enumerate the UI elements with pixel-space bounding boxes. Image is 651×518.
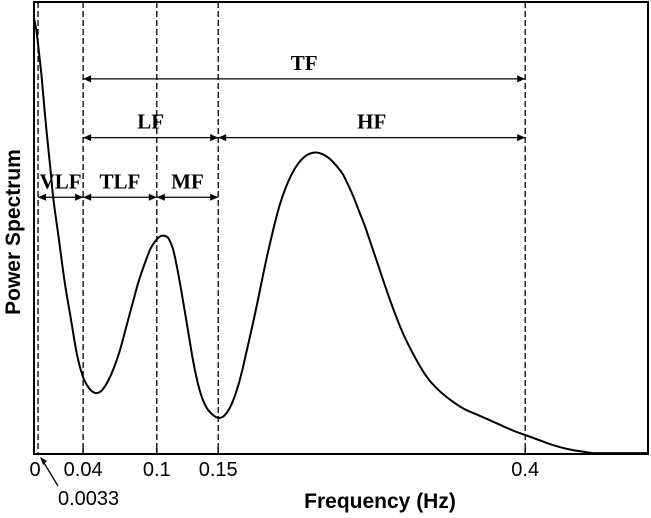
arrowhead-right-lf: [210, 134, 219, 142]
arrowhead-left-tlf: [83, 193, 92, 201]
power-spectrum-curve: [33, 17, 648, 455]
band-label-hf: HF: [357, 110, 386, 134]
arrowhead-right-hf: [517, 134, 526, 142]
arrowhead-left-lf: [83, 134, 92, 142]
annotation-arrowhead: [40, 457, 48, 465]
x-tick-label: 0: [29, 459, 40, 481]
band-label-lf: LF: [137, 110, 164, 134]
x-axis-label: Frequency (Hz): [304, 490, 456, 513]
band-label-tlf: TLF: [100, 169, 141, 193]
arrowhead-left-tf: [83, 75, 92, 83]
arrowhead-right-tf: [517, 75, 526, 83]
annotation: 0.0033: [40, 457, 119, 510]
x-tick-label: 0.4: [511, 459, 539, 481]
band-label-mf: MF: [171, 169, 204, 193]
arrowhead-right-mf: [210, 193, 219, 201]
arrowhead-right-tlf: [148, 193, 157, 201]
x-tick-label: 0.1: [143, 459, 171, 481]
curve-layer: [33, 17, 648, 455]
arrowhead-right-vlf: [75, 193, 84, 201]
band-label-vlf: VLF: [40, 169, 82, 193]
band-label-tf: TF: [291, 51, 318, 75]
plot-frame: [33, 1, 649, 455]
annotation-label: 0.0033: [58, 488, 119, 510]
x-tick-labels: 0 0.04 0.1 0.15 0.4: [29, 448, 539, 481]
x-tick-label: 0.15: [199, 459, 238, 481]
arrowhead-left-vlf: [38, 193, 47, 201]
y-axis-label: Power Spectrum: [2, 149, 25, 315]
arrowhead-left-mf: [156, 193, 165, 201]
arrowhead-left-hf: [218, 134, 227, 142]
band-arrows: TF LF HF VLF TLF MF: [38, 51, 526, 201]
boundary-lines: [37, 2, 526, 454]
x-tick-label: 0.04: [64, 459, 103, 481]
